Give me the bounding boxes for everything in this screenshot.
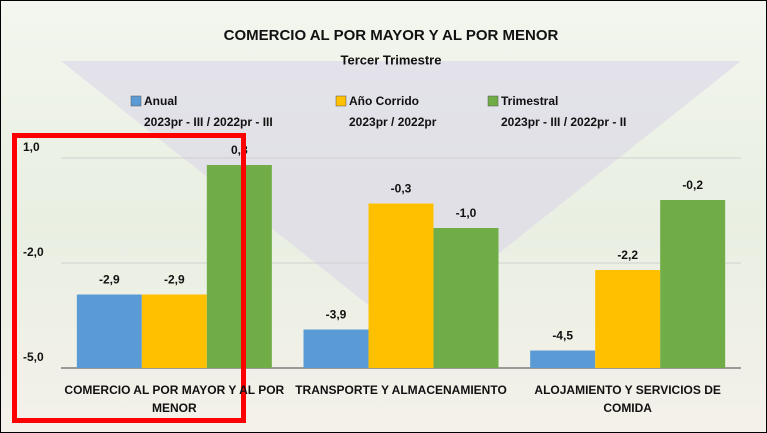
value-label: -2,9	[164, 273, 185, 287]
bar	[595, 270, 661, 368]
bar	[660, 200, 726, 368]
value-label: -1,0	[456, 206, 477, 220]
y-tick-label: 1,0	[23, 140, 40, 154]
x-tick-label: COMERCIO AL POR MAYOR Y AL POR MENOR	[64, 383, 285, 415]
legend-swatch	[130, 95, 142, 107]
bar	[368, 203, 434, 368]
legend-period: 2023pr - III / 2022pr - III	[144, 115, 273, 129]
bar	[303, 329, 369, 368]
legend-swatch	[487, 95, 499, 107]
legend-swatch	[335, 95, 347, 107]
legend-period: 2023pr - III / 2022pr - II	[501, 115, 626, 129]
x-tick-label: ALOJAMIENTO Y SERVICIOS DE COMIDA	[534, 383, 721, 415]
legend-label: Anual	[144, 94, 177, 108]
chart-title: COMERCIO AL POR MAYOR Y AL POR MENOR	[224, 27, 559, 44]
bar	[141, 294, 207, 368]
chart-subtitle: Tercer Trimestre	[341, 52, 442, 67]
legend-period: 2023pr / 2022pr	[349, 115, 437, 129]
x-tick-label: TRANSPORTE Y ALMACENAMIENTO	[295, 383, 507, 397]
value-label: -2,9	[99, 273, 120, 287]
value-label: -2,2	[617, 248, 638, 262]
bar	[530, 350, 596, 368]
legend-label: Trimestral	[501, 94, 558, 108]
legend-label: Año Corrido	[349, 94, 419, 108]
value-label: -3,9	[326, 308, 347, 322]
bar	[206, 165, 272, 368]
value-label: -0,3	[391, 182, 412, 196]
value-label: -4,5	[552, 329, 573, 343]
bar	[76, 294, 142, 368]
background-shape	[61, 61, 741, 331]
bar	[433, 228, 499, 368]
y-tick-label: -5,0	[23, 350, 44, 364]
y-tick-label: -2,0	[23, 245, 44, 259]
value-label: -0,2	[682, 178, 703, 192]
highlight-box	[12, 133, 246, 423]
